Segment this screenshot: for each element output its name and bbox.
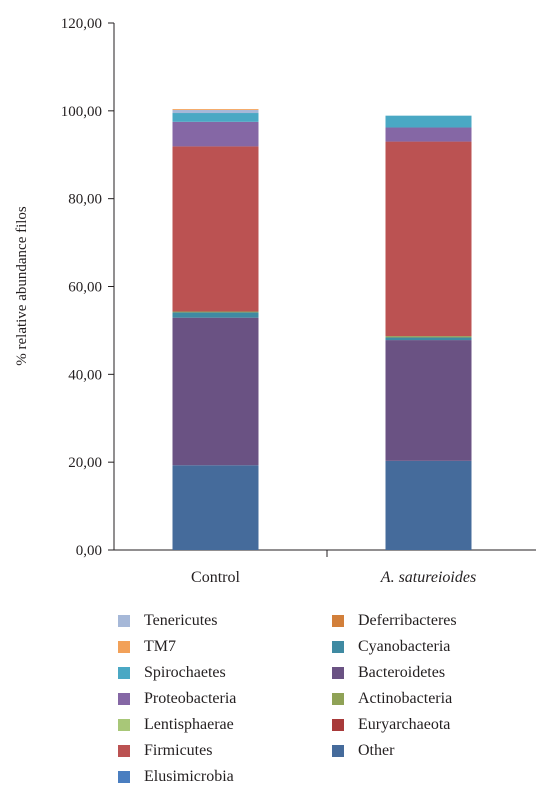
y-tick-label: 40,00 bbox=[68, 367, 102, 383]
y-tick-label: 120,00 bbox=[61, 16, 102, 32]
legend-swatch bbox=[118, 641, 130, 653]
legend-label: Tenericutes bbox=[144, 612, 218, 629]
legend-label: Firmicutes bbox=[144, 742, 213, 759]
legend-swatch bbox=[332, 667, 344, 679]
y-tick-label: 100,00 bbox=[61, 104, 102, 120]
legend-item: Tenericutes bbox=[118, 611, 218, 631]
legend-label: Lentisphaerae bbox=[144, 716, 234, 733]
x-category-label: Control bbox=[191, 569, 240, 586]
y-axis: 0,00 20,00 40,00 60,00 80,00 100,00 120,00 bbox=[61, 16, 115, 559]
y-tick-label: 20,00 bbox=[68, 455, 102, 471]
legend-swatch bbox=[332, 641, 344, 653]
legend-swatch bbox=[118, 667, 130, 679]
legend-item: Elusimicrobia bbox=[118, 767, 234, 787]
legend-label: Elusimicrobia bbox=[144, 768, 234, 785]
y-tick-label: 80,00 bbox=[68, 192, 102, 208]
legend-label: Actinobacteria bbox=[358, 690, 453, 707]
bar-segment-other bbox=[172, 465, 259, 550]
bar-segment-tm7 bbox=[172, 109, 259, 110]
bars bbox=[172, 109, 472, 550]
bar-segment-bacteroidetes bbox=[385, 340, 472, 461]
legend-label: Proteobacteria bbox=[144, 690, 237, 707]
bar-segment-actinobacteria bbox=[385, 336, 472, 338]
bar-segment-other bbox=[385, 460, 472, 550]
legend-item: Euryarchaeota bbox=[332, 715, 450, 735]
legend-swatch bbox=[118, 719, 130, 731]
stacked-bar-chart: % relative abundance filos 0,00 20,00 40,0… bbox=[14, 16, 536, 586]
bar-segment-cyanobacteria bbox=[385, 337, 472, 341]
legend-swatch bbox=[118, 771, 130, 783]
legend-swatch bbox=[118, 615, 130, 627]
legend-item: Proteobacteria bbox=[118, 689, 236, 709]
bar-segment-firmicutes bbox=[385, 141, 472, 337]
legend-item: Other bbox=[332, 741, 394, 761]
legend-label: Euryarchaeota bbox=[358, 716, 451, 733]
bar-segment-proteobacteria bbox=[172, 121, 259, 147]
bar-segment-proteobacteria bbox=[385, 127, 472, 142]
legend-swatch bbox=[332, 693, 344, 705]
x-axis: Control A. satureioides bbox=[114, 549, 536, 586]
bar-segment-bacteroidetes bbox=[172, 317, 259, 466]
legend-label: Cyanobacteria bbox=[358, 638, 451, 655]
bar-segment-tenericutes bbox=[172, 109, 259, 114]
legend-label: Deferribacteres bbox=[358, 612, 457, 629]
legend-item: Lentisphaerae bbox=[118, 715, 234, 735]
legend-item: Actinobacteria bbox=[332, 689, 452, 709]
legend-item: Firmicutes bbox=[118, 741, 212, 761]
bar-segment-spirochaetes bbox=[172, 113, 259, 122]
legend-label: Other bbox=[358, 742, 395, 759]
legend-swatch bbox=[118, 745, 130, 757]
x-category-label: A. satureioides bbox=[380, 569, 476, 586]
legend-label: TM7 bbox=[144, 638, 176, 655]
legend-swatch bbox=[332, 615, 344, 627]
bar-segment-actinobacteria bbox=[172, 311, 259, 313]
legend-swatch bbox=[332, 719, 344, 731]
bar-segment-cyanobacteria bbox=[172, 312, 259, 318]
y-axis-label: % relative abundance filos bbox=[14, 206, 30, 366]
y-tick-label: 0,00 bbox=[76, 543, 102, 559]
legend-item: Cyanobacteria bbox=[332, 637, 450, 657]
legend-swatch bbox=[332, 745, 344, 757]
legend-item: Spirochaetes bbox=[118, 663, 226, 683]
legend-item: TM7 bbox=[118, 637, 176, 657]
legend-item: Bacteroidetes bbox=[332, 663, 445, 683]
legend-item: Deferribacteres bbox=[332, 611, 457, 631]
legend-label: Bacteroidetes bbox=[358, 664, 446, 681]
legend-swatch bbox=[118, 693, 130, 705]
y-tick-label: 60,00 bbox=[68, 280, 102, 296]
legend-label: Spirochaetes bbox=[144, 664, 226, 681]
bar-segment-spirochaetes bbox=[385, 115, 472, 128]
bar-segment-firmicutes bbox=[172, 146, 259, 312]
